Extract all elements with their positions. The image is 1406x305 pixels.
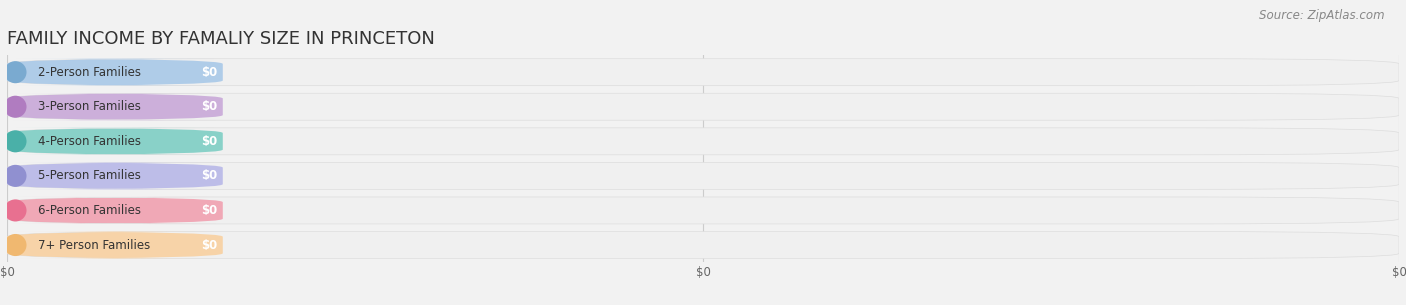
Text: 4-Person Families: 4-Person Families bbox=[38, 135, 141, 148]
Text: 6-Person Families: 6-Person Families bbox=[38, 204, 141, 217]
Ellipse shape bbox=[4, 130, 27, 152]
Text: $0: $0 bbox=[201, 100, 217, 113]
FancyBboxPatch shape bbox=[7, 197, 1399, 224]
Ellipse shape bbox=[4, 234, 27, 256]
FancyBboxPatch shape bbox=[7, 128, 222, 155]
Ellipse shape bbox=[4, 199, 27, 221]
Ellipse shape bbox=[4, 165, 27, 187]
FancyBboxPatch shape bbox=[7, 93, 1399, 120]
FancyBboxPatch shape bbox=[7, 93, 222, 120]
Text: 3-Person Families: 3-Person Families bbox=[38, 100, 141, 113]
Text: $0: $0 bbox=[201, 204, 217, 217]
FancyBboxPatch shape bbox=[7, 162, 222, 189]
Text: $0: $0 bbox=[201, 135, 217, 148]
FancyBboxPatch shape bbox=[7, 197, 222, 224]
FancyBboxPatch shape bbox=[7, 59, 222, 86]
FancyBboxPatch shape bbox=[7, 128, 1399, 155]
FancyBboxPatch shape bbox=[7, 162, 1399, 189]
FancyBboxPatch shape bbox=[7, 231, 222, 259]
Text: $0: $0 bbox=[201, 169, 217, 182]
Text: 5-Person Families: 5-Person Families bbox=[38, 169, 141, 182]
Text: $0: $0 bbox=[201, 239, 217, 252]
FancyBboxPatch shape bbox=[7, 231, 1399, 259]
Text: 2-Person Families: 2-Person Families bbox=[38, 66, 141, 79]
Text: 7+ Person Families: 7+ Person Families bbox=[38, 239, 150, 252]
FancyBboxPatch shape bbox=[7, 59, 1399, 86]
Text: Source: ZipAtlas.com: Source: ZipAtlas.com bbox=[1260, 9, 1385, 22]
Text: FAMILY INCOME BY FAMALIY SIZE IN PRINCETON: FAMILY INCOME BY FAMALIY SIZE IN PRINCET… bbox=[7, 30, 434, 48]
Text: $0: $0 bbox=[201, 66, 217, 79]
Ellipse shape bbox=[4, 61, 27, 83]
Ellipse shape bbox=[4, 96, 27, 118]
